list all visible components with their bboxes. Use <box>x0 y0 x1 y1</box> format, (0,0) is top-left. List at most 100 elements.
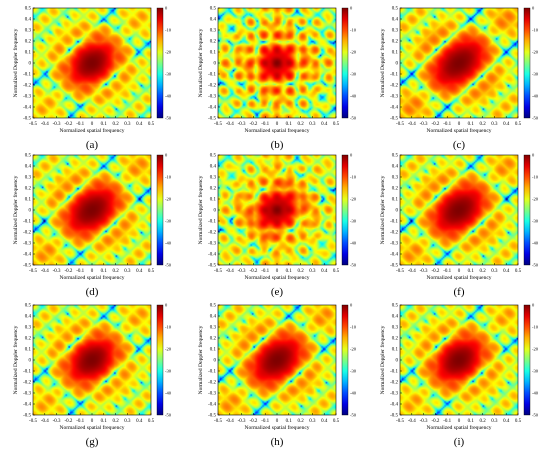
x-tick-label: 0 <box>91 269 94 274</box>
y-tick-label: 0.2 <box>392 187 399 192</box>
colorbar-tick-label: -30 <box>165 219 172 224</box>
x-tick-label: 0 <box>276 122 279 127</box>
y-tick-label: 0.5 <box>392 304 399 309</box>
x-tick-label: 0.1 <box>286 419 293 424</box>
x-tick-label: -0.4 <box>41 122 49 127</box>
colorbar-tick-label: -40 <box>532 391 539 396</box>
y-tick-label: -0.1 <box>390 370 398 375</box>
heatmap-image <box>218 8 336 118</box>
colorbar-tick-label: -10 <box>532 28 539 33</box>
y-tick-label: 0.4 <box>392 18 399 23</box>
colorbar-tick-label: 0 <box>532 303 535 308</box>
heatmap-panel-c: -0.5 -0.4 -0.3 -0.2 -0.1 0 0.1 0.2 0.3 0.4 0.50.50… <box>379 6 539 151</box>
x-tick-label: -0.5 <box>214 419 222 424</box>
y-tick-label: 0.2 <box>210 40 217 45</box>
x-tick-label: 0.4 <box>503 122 510 127</box>
x-tick-label: 0 <box>458 122 461 127</box>
x-axis-label: Normalized spatial frequency <box>426 424 491 431</box>
x-tick-label: 0 <box>276 269 279 274</box>
x-tick-label: -0.2 <box>431 269 439 274</box>
colorbar-tick-label: -10 <box>532 175 539 180</box>
y-tick-label: 0.3 <box>392 326 399 331</box>
y-tick-label: -0.1 <box>23 73 31 78</box>
colorbar-tick-label: -10 <box>532 325 539 330</box>
x-tick-label: -0.2 <box>249 269 257 274</box>
colorbar-tick-label: -20 <box>165 347 172 352</box>
y-tick-label: -0.2 <box>390 84 398 89</box>
colorbar-tick-label: -30 <box>165 369 172 374</box>
panel-caption: (d) <box>86 286 99 298</box>
panel-caption: (f) <box>454 286 465 298</box>
colorbar-tick-label: -40 <box>532 94 539 99</box>
y-tick-label: -0.3 <box>208 392 216 397</box>
colorbar-tick-label: -30 <box>350 369 357 374</box>
y-tick-label: -0.5 <box>390 264 398 269</box>
x-tick-label: 0.5 <box>333 122 340 127</box>
x-tick-label: -0.3 <box>238 122 246 127</box>
x-tick-label: 0.5 <box>333 269 340 274</box>
y-tick-label: 0.4 <box>25 315 32 320</box>
x-tick-label: 0.1 <box>101 419 108 424</box>
y-tick-label: 0.5 <box>392 154 399 159</box>
y-tick-label: 0.1 <box>210 198 217 203</box>
x-tick-label: -0.3 <box>53 269 61 274</box>
y-tick-label: -0.4 <box>390 403 398 408</box>
y-tick-label: 0 <box>214 359 217 364</box>
colorbar-tick-label: -10 <box>165 325 172 330</box>
x-tick-label: -0.2 <box>64 419 72 424</box>
colorbar <box>156 7 164 119</box>
x-tick-label: 0.5 <box>333 419 340 424</box>
colorbar-tick-label: -50 <box>165 413 172 418</box>
y-tick-label: 0 <box>396 209 399 214</box>
heatmap-panel-h: -0.5 -0.4 -0.3 -0.2 -0.1 0 0.1 0.2 0.3 0.4 0.50.50… <box>197 303 357 448</box>
x-tick-label: 0.5 <box>515 269 522 274</box>
y-axis-label: Normalized Doppler frequency <box>12 175 19 244</box>
y-tick-label: -0.2 <box>390 381 398 386</box>
x-tick-label: -0.5 <box>214 122 222 127</box>
colorbar-tick-label: -20 <box>165 50 172 55</box>
colorbar-tick-label: -30 <box>532 219 539 224</box>
x-tick-label: -0.1 <box>261 269 269 274</box>
x-tick-label: -0.2 <box>249 122 257 127</box>
x-tick-label: 0.4 <box>136 419 143 424</box>
x-tick-label: -0.3 <box>420 122 428 127</box>
colorbar-tick-label: -50 <box>532 413 539 418</box>
y-tick-label: -0.4 <box>23 106 31 111</box>
y-tick-label: -0.4 <box>208 253 216 258</box>
x-tick-label: -0.4 <box>408 419 416 424</box>
x-tick-label: 0.3 <box>491 122 498 127</box>
colorbar-tick-label: 0 <box>350 6 353 11</box>
x-tick-label: 0.1 <box>286 269 293 274</box>
x-tick-label: 0.2 <box>112 269 119 274</box>
colorbar-tick-label: -10 <box>350 28 357 33</box>
x-tick-label: -0.5 <box>29 419 37 424</box>
colorbar-tick-label: -20 <box>532 197 539 202</box>
heatmap-panel-i: -0.5 -0.4 -0.3 -0.2 -0.1 0 0.1 0.2 0.3 0.4 0.50.50… <box>379 303 539 448</box>
panel-caption: (h) <box>271 436 284 448</box>
colorbar <box>523 304 531 416</box>
colorbar-tick-label: 0 <box>350 303 353 308</box>
colorbar-tick-label: -40 <box>350 241 357 246</box>
x-axis-label: Normalized spatial frequency <box>244 424 309 431</box>
x-tick-label: 0 <box>276 419 279 424</box>
colorbar-tick-label: 0 <box>532 153 535 158</box>
y-tick-label: 0 <box>29 359 32 364</box>
x-tick-label: -0.3 <box>238 419 246 424</box>
colorbar-tick-label: -20 <box>350 347 357 352</box>
y-tick-label: -0.3 <box>390 242 398 247</box>
x-tick-label: 0.3 <box>309 122 316 127</box>
panel-caption: (a) <box>86 139 99 151</box>
x-tick-label: 0.5 <box>148 269 155 274</box>
y-tick-label: 0.1 <box>392 198 399 203</box>
y-tick-label: 0.3 <box>25 29 32 34</box>
x-tick-label: -0.1 <box>76 122 84 127</box>
x-tick-label: -0.4 <box>41 269 49 274</box>
x-tick-label: -0.1 <box>443 122 451 127</box>
colorbar-tick-label: -40 <box>532 241 539 246</box>
y-tick-label: 0.1 <box>25 348 32 353</box>
y-tick-label: 0 <box>29 62 32 67</box>
colorbar-tick-label: -50 <box>350 263 357 268</box>
y-axis-label: Normalized Doppler frequency <box>12 325 19 394</box>
y-tick-label: 0.4 <box>210 18 217 23</box>
x-tick-label: -0.2 <box>431 419 439 424</box>
